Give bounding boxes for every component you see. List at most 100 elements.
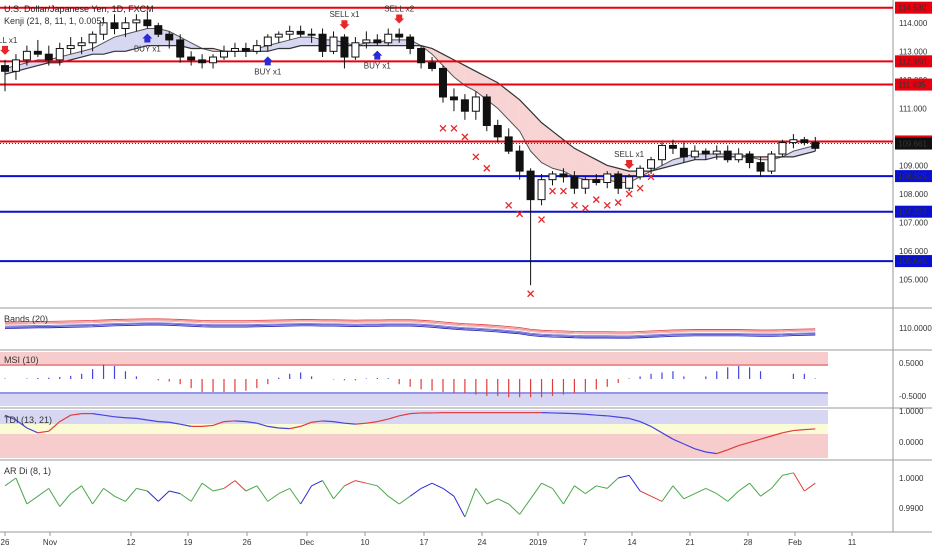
candle-body xyxy=(406,36,415,49)
ar-line-segment xyxy=(618,474,630,479)
ar-line-segment xyxy=(541,482,553,489)
candle-body xyxy=(252,45,261,52)
msi-tick-label: -0.5000 xyxy=(899,392,927,401)
ar-line-segment xyxy=(245,485,258,492)
tdi-lower-zone xyxy=(0,434,828,458)
price-tag-label: 112.650 xyxy=(898,57,927,66)
signal-x-marker xyxy=(450,124,458,132)
ar-line-segment xyxy=(190,482,203,502)
tdi-mid-zone xyxy=(0,424,828,434)
tdi-line-segment xyxy=(180,423,192,427)
candle-body xyxy=(230,47,239,52)
signal-x-marker xyxy=(559,187,567,195)
candle-body xyxy=(767,153,776,172)
x-tick-label: 17 xyxy=(420,538,429,547)
tdi-line-segment xyxy=(399,413,411,417)
ar-tick-label: 0.9900 xyxy=(899,504,924,513)
candle-body xyxy=(285,30,294,35)
tdi-line-segment xyxy=(125,417,137,419)
tdi-line-segment xyxy=(267,425,279,429)
tdi-line-segment xyxy=(782,429,794,434)
x-tick-label: 28 xyxy=(744,538,753,547)
band-line xyxy=(4,319,816,334)
candle-body xyxy=(679,147,688,158)
x-tick-label: 2019 xyxy=(529,538,547,547)
tdi-line-segment xyxy=(300,421,312,427)
ar-line-segment xyxy=(497,498,509,505)
kenji-cloud-segment xyxy=(705,154,717,160)
ar-line-segment xyxy=(157,490,170,502)
tdi-line-segment xyxy=(322,420,334,423)
price-tick-label: 113.000 xyxy=(899,47,928,56)
tdi-line-segment xyxy=(234,420,246,423)
ar-line-segment xyxy=(278,487,290,495)
tdi-line-segment xyxy=(661,432,674,440)
price-tag-label: 108.625 xyxy=(898,172,927,181)
x-tick-label: 12 xyxy=(127,538,136,547)
candle-body xyxy=(362,39,371,44)
ar-line-segment xyxy=(519,498,532,515)
ar-line-segment xyxy=(431,482,444,489)
sell-signal-label: SELL x1 xyxy=(329,10,359,19)
signal-x-marker xyxy=(636,184,644,192)
candle-body xyxy=(811,142,820,149)
kenji-cloud-segment xyxy=(267,42,279,52)
sell-arrow-icon xyxy=(0,45,10,55)
ar-line-segment xyxy=(169,490,181,495)
candle-body xyxy=(395,33,404,38)
kenji-cloud-segment xyxy=(541,122,553,169)
bands-tick-label: 110.0000 xyxy=(899,324,932,333)
price-tick-label: 107.000 xyxy=(899,218,928,227)
price-tag-label: 107.377 xyxy=(898,208,927,217)
kenji-cloud-segment xyxy=(563,139,575,177)
ar-line-segment xyxy=(147,490,159,502)
price-tag-bg xyxy=(895,137,932,150)
candle-body xyxy=(460,99,469,112)
ar-line-segment xyxy=(650,495,663,502)
candle-body xyxy=(690,150,699,158)
tdi-line-segment xyxy=(333,421,345,424)
buy-signal-label: BUY x1 xyxy=(364,62,392,71)
x-tick-label: 14 xyxy=(628,538,637,547)
candle-body xyxy=(592,179,601,184)
candle-body xyxy=(701,150,710,155)
sell-arrow-icon xyxy=(339,20,350,30)
candle-body xyxy=(296,30,305,35)
tdi-line-segment xyxy=(92,413,104,416)
candle-body xyxy=(241,47,250,52)
candle-body xyxy=(263,36,272,47)
ar-line-segment xyxy=(234,480,247,492)
tdi-tick-label: 1.0000 xyxy=(899,407,924,416)
tdi-line-segment xyxy=(596,414,608,417)
x-tick-label: Feb xyxy=(788,538,802,547)
tdi-line-segment xyxy=(366,421,378,424)
price-tag-bg xyxy=(895,205,932,218)
tdi-line-segment xyxy=(377,418,389,423)
candle-body xyxy=(614,173,623,189)
ar-line-segment xyxy=(409,487,422,497)
price-tag-bg xyxy=(895,170,932,183)
ar-line-segment xyxy=(267,493,280,502)
kenji-cloud-segment xyxy=(125,31,137,52)
ar-line-segment xyxy=(683,493,696,500)
tdi-line-segment xyxy=(574,413,586,415)
tdi-upper-zone xyxy=(0,410,828,424)
ar-line-segment xyxy=(486,498,498,505)
tdi-line-segment xyxy=(585,413,597,416)
signal-x-marker xyxy=(603,201,611,209)
signal-x-marker xyxy=(647,173,655,181)
price-tag-label: 109.661 xyxy=(898,140,927,149)
price-tick-label: 114.000 xyxy=(899,19,928,28)
candle-body xyxy=(756,162,765,172)
sell-signal-label: ELL x1 xyxy=(0,36,18,45)
ar-line-segment xyxy=(15,477,28,505)
price-tag-bg xyxy=(895,55,932,68)
candle-body xyxy=(668,144,677,149)
ar-line-segment xyxy=(453,495,466,518)
band-line xyxy=(4,324,816,339)
indicator-label: Kenji (21, 8, 11, 1, 0.005) xyxy=(4,16,105,26)
buy-signal-label: BUY x1 xyxy=(254,67,282,76)
candle-body xyxy=(373,39,382,44)
